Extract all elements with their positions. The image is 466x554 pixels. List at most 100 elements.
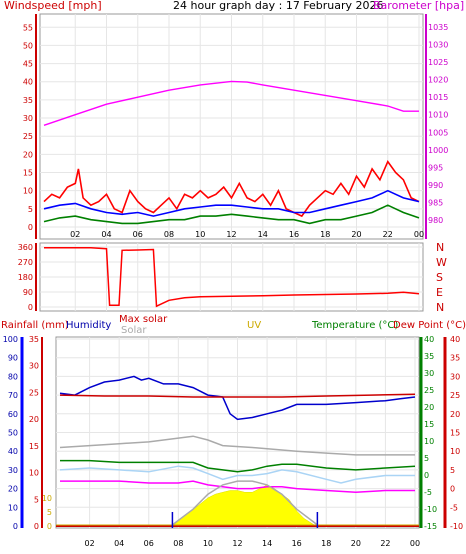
temp-tick-label: 20 (424, 403, 434, 412)
baro-tick-label: 985 (428, 198, 443, 207)
humidity-tick-label: 20 (8, 485, 18, 494)
baro-tick-label: 1035 (428, 23, 448, 32)
baro-tick-label: 1000 (428, 146, 448, 155)
temp-tick-label: 0 (424, 471, 429, 480)
x-tick-label: 20 (351, 230, 361, 239)
humidity-tick-label: 40 (8, 447, 18, 456)
x-tick-label: 22 (383, 230, 393, 239)
humidity-tick-label: 80 (8, 372, 18, 381)
wind-tick-label: 10 (23, 187, 33, 196)
x-tick-label: 16 (292, 539, 302, 548)
baro-tick-label: 1025 (428, 58, 448, 67)
baro-tick-label: 1030 (428, 41, 448, 50)
solar-fill (171, 484, 317, 527)
compass-label: N (436, 301, 444, 314)
compass-label: N (436, 241, 444, 254)
baro-tick-label: 1020 (428, 76, 448, 85)
rain-tick-label: 25 (29, 388, 39, 397)
dew-tick-label: 5 (450, 466, 455, 475)
humidity-tick-label: 70 (8, 391, 18, 400)
x-tick-label: 00 (410, 539, 420, 548)
baro-tick-label: 1010 (428, 111, 448, 120)
wind-tick-label: 15 (23, 169, 33, 178)
rain-tick-label: 30 (29, 362, 39, 371)
series-line-1 (43, 159, 420, 218)
uv-tick-label: 5 (47, 508, 52, 517)
wind-tick-label: 30 (23, 114, 33, 123)
wind-tick-label: 0 (28, 223, 33, 232)
direction-tick-label: 0 (28, 303, 33, 312)
x-tick-label: 12 (232, 539, 242, 548)
direction-line-0 (44, 247, 420, 308)
x-tick-label: 18 (320, 230, 330, 239)
rain-axis-title: Rainfall (mm) (1, 320, 69, 331)
uv-tick-label: 0 (47, 522, 52, 531)
series-line-2 (59, 435, 415, 456)
direction-tick-label: 270 (18, 258, 33, 267)
x-tick-label: 06 (133, 230, 143, 239)
temp-tick-label: -15 (424, 522, 437, 531)
x-tick-label: 02 (84, 539, 94, 548)
series-line-2 (43, 189, 420, 217)
temp-tick-label: 15 (424, 420, 434, 429)
temp-humidity-panel: 1009080706050403020100353025201510501050… (3, 335, 463, 548)
dew-tick-label: -5 (450, 503, 458, 512)
rain-tick-label: 15 (29, 442, 39, 451)
baro-tick-label: 1015 (428, 93, 448, 102)
rain-tick-label: 35 (29, 335, 39, 344)
x-tick-label: 18 (321, 539, 331, 548)
baro-tick-label: 990 (428, 181, 443, 190)
temp-tick-label: 5 (424, 454, 429, 463)
x-tick-label: 08 (173, 539, 183, 548)
wind-tick-label: 55 (23, 23, 33, 32)
direction-tick-label: 90 (23, 288, 33, 297)
x-tick-label: 14 (262, 539, 272, 548)
wind-baro-panel: 5550454035302520151050103510301025102010… (23, 13, 448, 240)
x-tick-label: 02 (70, 230, 80, 239)
solar-title: Solar (121, 325, 147, 336)
x-tick-label: 00 (414, 230, 424, 239)
compass-label: E (436, 286, 443, 299)
chart-title: 24 hour graph day : 17 February 2026 (173, 0, 384, 12)
x-tick-label: 04 (114, 539, 124, 548)
maxsolar-title: Max solar (119, 314, 168, 325)
compass-label: S (436, 271, 443, 284)
baro-tick-label: 1005 (428, 128, 448, 137)
baro-tick-label: 980 (428, 216, 443, 225)
humidity-tick-label: 90 (8, 354, 18, 363)
series-line-1 (59, 393, 416, 398)
baro-axis-title: Barometer [hpa] (373, 0, 464, 12)
dew-tick-label: 40 (450, 335, 460, 344)
dew-tick-label: 15 (450, 429, 460, 438)
x-tick-label: 08 (164, 230, 174, 239)
dew-tick-label: -10 (450, 522, 463, 531)
temp-tick-label: 30 (424, 369, 434, 378)
wind-tick-label: 45 (23, 60, 33, 69)
wind-tick-label: 20 (23, 150, 33, 159)
x-tick-label: 16 (289, 230, 299, 239)
humidity-title: Humidity (66, 320, 111, 331)
humidity-tick-label: 10 (8, 503, 18, 512)
series-line-0 (59, 375, 416, 421)
temperature-title: Temperature (°C) (311, 320, 398, 331)
wind-tick-label: 5 (28, 205, 33, 214)
humidity-tick-label: 0 (13, 522, 18, 531)
dewpoint-title: Dew Point (°C) (393, 320, 466, 331)
wind-axis-title: Windspeed [mph] (4, 0, 102, 12)
rain-tick-label: 5 (34, 495, 39, 504)
temp-tick-label: 40 (424, 335, 434, 344)
direction-tick-label: 360 (18, 243, 33, 252)
x-tick-label: 20 (351, 539, 361, 548)
rain-tick-label: 0 (34, 522, 39, 531)
series-line-6 (170, 480, 320, 527)
dew-tick-label: 10 (450, 447, 460, 456)
series-line-4 (59, 465, 415, 484)
temp-tick-label: -5 (424, 488, 432, 497)
dew-tick-label: 35 (450, 354, 460, 363)
rain-tick-label: 10 (29, 469, 39, 478)
temp-tick-label: 35 (424, 352, 434, 361)
wind-tick-label: 35 (23, 96, 33, 105)
x-tick-label: 10 (203, 539, 213, 548)
